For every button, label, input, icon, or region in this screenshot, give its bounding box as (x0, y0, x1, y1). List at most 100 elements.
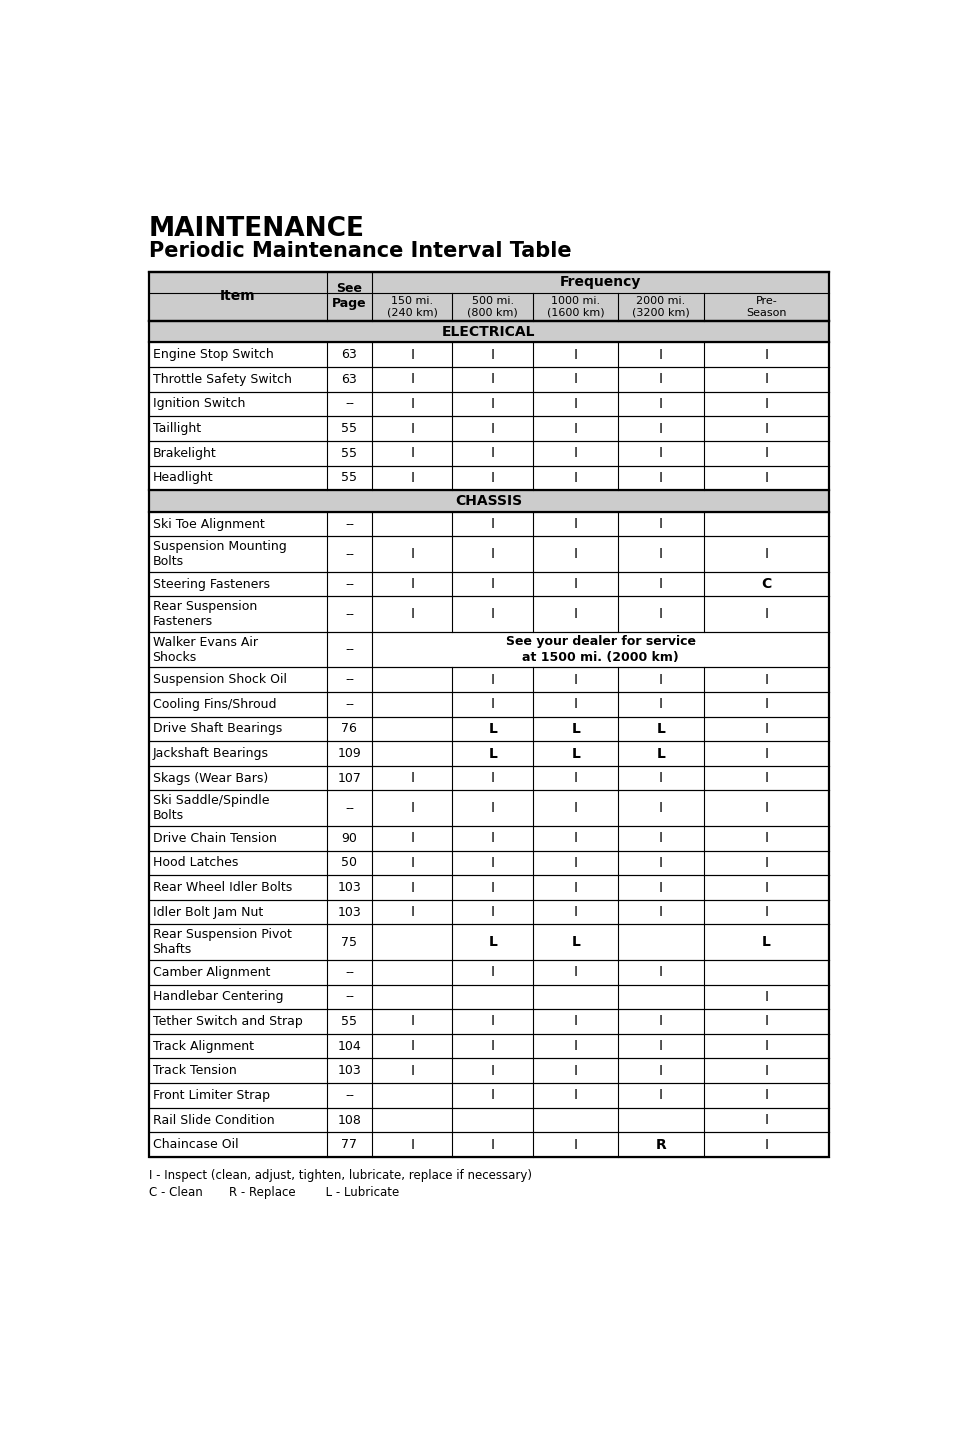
Text: I: I (490, 397, 495, 411)
Text: I: I (573, 771, 578, 785)
Text: I: I (490, 577, 495, 592)
Text: I: I (573, 1064, 578, 1077)
Text: Periodic Maintenance Interval Table: Periodic Maintenance Interval Table (149, 241, 571, 260)
Text: I: I (763, 746, 767, 760)
Text: 104: 104 (337, 1040, 361, 1053)
Bar (149, 416, 828, 441)
Text: I: I (573, 1089, 578, 1102)
Text: 77: 77 (341, 1138, 357, 1152)
Text: I: I (659, 577, 662, 592)
Text: Suspension Shock Oil: Suspension Shock Oil (152, 673, 286, 686)
Bar (149, 366, 828, 391)
Text: I: I (490, 1064, 495, 1077)
Text: 50: 50 (341, 856, 357, 869)
Text: I: I (410, 397, 414, 411)
Text: Tether Switch and Strap: Tether Switch and Strap (152, 1015, 302, 1028)
Text: L: L (488, 935, 497, 949)
Text: Jackshaft Bearings: Jackshaft Bearings (152, 747, 269, 760)
Text: Hood Latches: Hood Latches (152, 856, 237, 869)
Bar (149, 1133, 828, 1157)
Text: I: I (490, 372, 495, 387)
Text: Drive Shaft Bearings: Drive Shaft Bearings (152, 723, 281, 736)
Text: Throttle Safety Switch: Throttle Safety Switch (152, 372, 292, 385)
Text: I: I (410, 906, 414, 919)
Text: Camber Alignment: Camber Alignment (152, 965, 270, 979)
Text: I: I (659, 906, 662, 919)
Text: I: I (659, 673, 662, 686)
Text: I: I (659, 698, 662, 711)
Bar (149, 1009, 828, 1034)
Bar (149, 512, 828, 537)
Text: I: I (573, 471, 578, 484)
Bar (149, 851, 828, 875)
Text: I: I (573, 446, 578, 461)
Text: I: I (659, 547, 662, 561)
Text: I: I (410, 471, 414, 484)
Text: Frequency: Frequency (559, 275, 640, 289)
Text: L: L (571, 721, 579, 736)
Text: I: I (763, 856, 767, 869)
Text: L: L (656, 746, 664, 760)
Text: Engine Stop Switch: Engine Stop Switch (152, 348, 274, 361)
Text: 76: 76 (341, 723, 357, 736)
Text: L: L (488, 721, 497, 736)
Text: I: I (763, 881, 767, 894)
Text: I: I (763, 608, 767, 621)
Text: L: L (571, 935, 579, 949)
Text: I: I (659, 422, 662, 436)
Text: --: -- (345, 673, 354, 686)
Text: I: I (573, 856, 578, 869)
Text: I: I (763, 673, 767, 686)
Text: 107: 107 (337, 772, 361, 785)
Text: See your dealer for service
at 1500 mi. (2000 km): See your dealer for service at 1500 mi. … (505, 635, 695, 664)
Text: I: I (659, 856, 662, 869)
Bar (149, 537, 828, 571)
Text: I: I (763, 832, 767, 845)
Text: I: I (490, 348, 495, 362)
Text: I: I (490, 471, 495, 484)
Text: See
Page: See Page (332, 282, 366, 310)
Text: I: I (490, 446, 495, 461)
Text: 108: 108 (337, 1114, 361, 1127)
Text: I: I (410, 422, 414, 436)
Bar (149, 717, 828, 742)
Text: I: I (490, 422, 495, 436)
Text: I: I (490, 771, 495, 785)
Text: Suspension Mounting
Bolts: Suspension Mounting Bolts (152, 539, 286, 569)
Text: I: I (490, 1015, 495, 1028)
Text: I: I (659, 881, 662, 894)
Bar (149, 465, 828, 490)
Text: I: I (763, 721, 767, 736)
Text: Track Tension: Track Tension (152, 1064, 236, 1077)
Text: I: I (410, 832, 414, 845)
Bar (149, 766, 828, 791)
Text: I: I (573, 608, 578, 621)
Text: I: I (410, 881, 414, 894)
Text: I: I (573, 673, 578, 686)
Text: I: I (490, 1089, 495, 1102)
Bar (149, 342, 828, 366)
Text: 109: 109 (337, 747, 361, 760)
Text: I: I (659, 518, 662, 531)
Text: Rear Suspension
Fasteners: Rear Suspension Fasteners (152, 601, 256, 628)
Text: I: I (659, 832, 662, 845)
Bar (149, 1083, 828, 1108)
Text: 103: 103 (337, 906, 361, 919)
Text: I: I (573, 348, 578, 362)
Text: Handlebar Centering: Handlebar Centering (152, 990, 283, 1003)
Text: --: -- (345, 577, 354, 590)
Bar (149, 1034, 828, 1059)
Text: I: I (573, 547, 578, 561)
Text: 90: 90 (341, 832, 357, 845)
Text: 1000 mi.
(1600 km): 1000 mi. (1600 km) (546, 297, 604, 318)
Text: I: I (410, 372, 414, 387)
Text: Drive Chain Tension: Drive Chain Tension (152, 832, 276, 845)
Text: Ignition Switch: Ignition Switch (152, 397, 245, 410)
Text: C: C (760, 577, 771, 592)
Bar (149, 960, 828, 984)
Bar (149, 490, 828, 512)
Text: --: -- (345, 548, 354, 561)
Text: I: I (573, 1015, 578, 1028)
Text: I: I (410, 801, 414, 816)
Text: 55: 55 (341, 471, 357, 484)
